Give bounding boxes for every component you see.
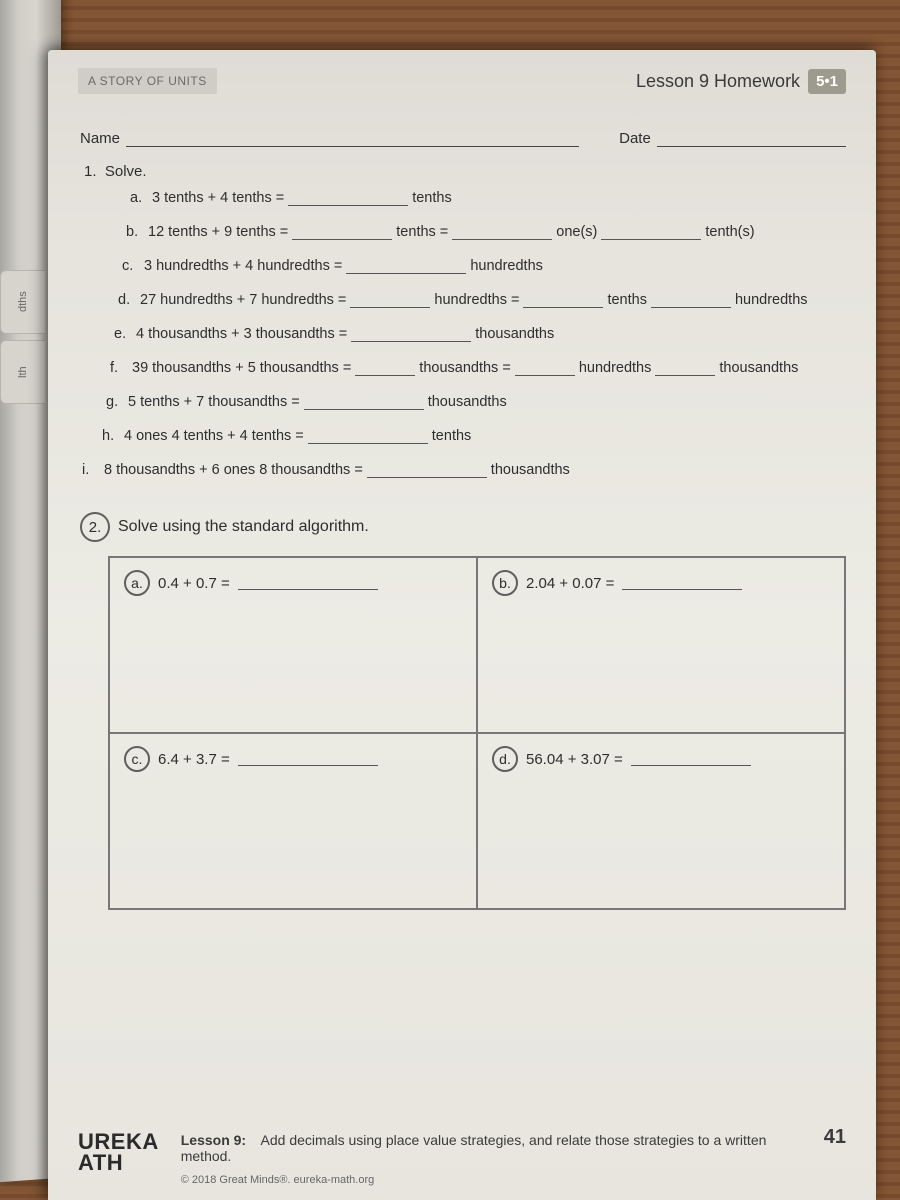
lesson-name: Lesson 9 Homework [636,71,800,92]
footer-lesson-label: Lesson 9: [181,1132,246,1148]
name-field[interactable] [126,132,579,147]
blank[interactable] [355,362,415,376]
q2-d-letter: d. [492,746,518,772]
q1-g: g. 5 tenths + 7 thousandths = thousandth… [106,394,846,410]
blank[interactable] [304,396,424,410]
q2-a[interactable]: a. 0.4 + 0.7 = [109,557,477,733]
q1-f: f. 39 thousandths + 5 thousandths = thou… [110,360,846,376]
q1-d: d. 27 hundredths + 7 hundredths = hundre… [118,292,846,308]
q2-number-circled: 2. [80,512,110,542]
blank[interactable] [367,464,487,478]
module-badge: 5•1 [808,69,846,94]
blank[interactable] [601,226,701,240]
lesson-title: Lesson 9 Homework 5•1 [636,69,846,94]
page-header: A STORY OF UNITS Lesson 9 Homework 5•1 [78,68,846,94]
q1-h: h. 4 ones 4 tenths + 4 tenths = tenths [102,428,846,444]
q1-e: e. 4 thousandths + 3 thousandths = thous… [114,326,846,342]
question-2: 2. Solve using the standard algorithm. [80,512,846,542]
page-number: 41 [824,1126,846,1149]
blank[interactable] [308,430,428,444]
worksheet-page: A STORY OF UNITS Lesson 9 Homework 5•1 N… [48,50,876,1200]
name-label: Name [80,130,120,147]
q2-b[interactable]: b. 2.04 + 0.07 = [477,557,845,733]
blank[interactable] [238,576,378,590]
q1-i: i. 8 thousandths + 6 ones 8 thousandths … [82,462,846,478]
blank[interactable] [651,294,731,308]
q2-c-letter: c. [124,746,150,772]
blank[interactable] [346,260,466,274]
q2-grid: a. 0.4 + 0.7 = b. 2.04 + 0.07 = c. 6.4 +… [108,556,846,910]
side-tab-2: lth [0,340,45,404]
blank[interactable] [292,226,392,240]
blank[interactable] [631,752,751,766]
blank[interactable] [655,362,715,376]
q1-c: c. 3 hundredths + 4 hundredths = hundred… [122,258,846,274]
q2-c[interactable]: c. 6.4 + 3.7 = [109,733,477,909]
q2-d[interactable]: d. 56.04 + 3.07 = [477,733,845,909]
q2-title: Solve using the standard algorithm. [118,518,369,536]
blank[interactable] [622,576,742,590]
q1-number: 1. [84,163,97,180]
q1-a: a. 3 tenths + 4 tenths = tenths [130,190,846,206]
blank[interactable] [351,328,471,342]
brand-logo: UREKA ATH [78,1132,159,1174]
blank[interactable] [350,294,430,308]
q1-items: a. 3 tenths + 4 tenths = tenths b. 12 te… [78,190,846,478]
date-field[interactable] [657,132,846,147]
blank[interactable] [523,294,603,308]
q1-title: Solve. [105,163,147,180]
blank[interactable] [452,226,552,240]
page-footer: UREKA ATH Lesson 9: Add decimals using p… [78,1132,846,1186]
q1-b: b. 12 tenths + 9 tenths = tenths = one(s… [126,224,846,240]
blank[interactable] [288,192,408,206]
q2-b-letter: b. [492,570,518,596]
question-1: 1. Solve. [84,163,846,180]
side-tab-1: dths [0,270,45,334]
series-title: A STORY OF UNITS [78,68,217,94]
blank[interactable] [238,752,378,766]
blank[interactable] [515,362,575,376]
footer-lesson-desc: Add decimals using place value strategie… [181,1132,767,1164]
copyright: © 2018 Great Minds®. eureka-math.org [181,1174,802,1186]
q2-a-letter: a. [124,570,150,596]
date-label: Date [619,130,651,147]
name-date-row: Name Date [80,130,846,147]
